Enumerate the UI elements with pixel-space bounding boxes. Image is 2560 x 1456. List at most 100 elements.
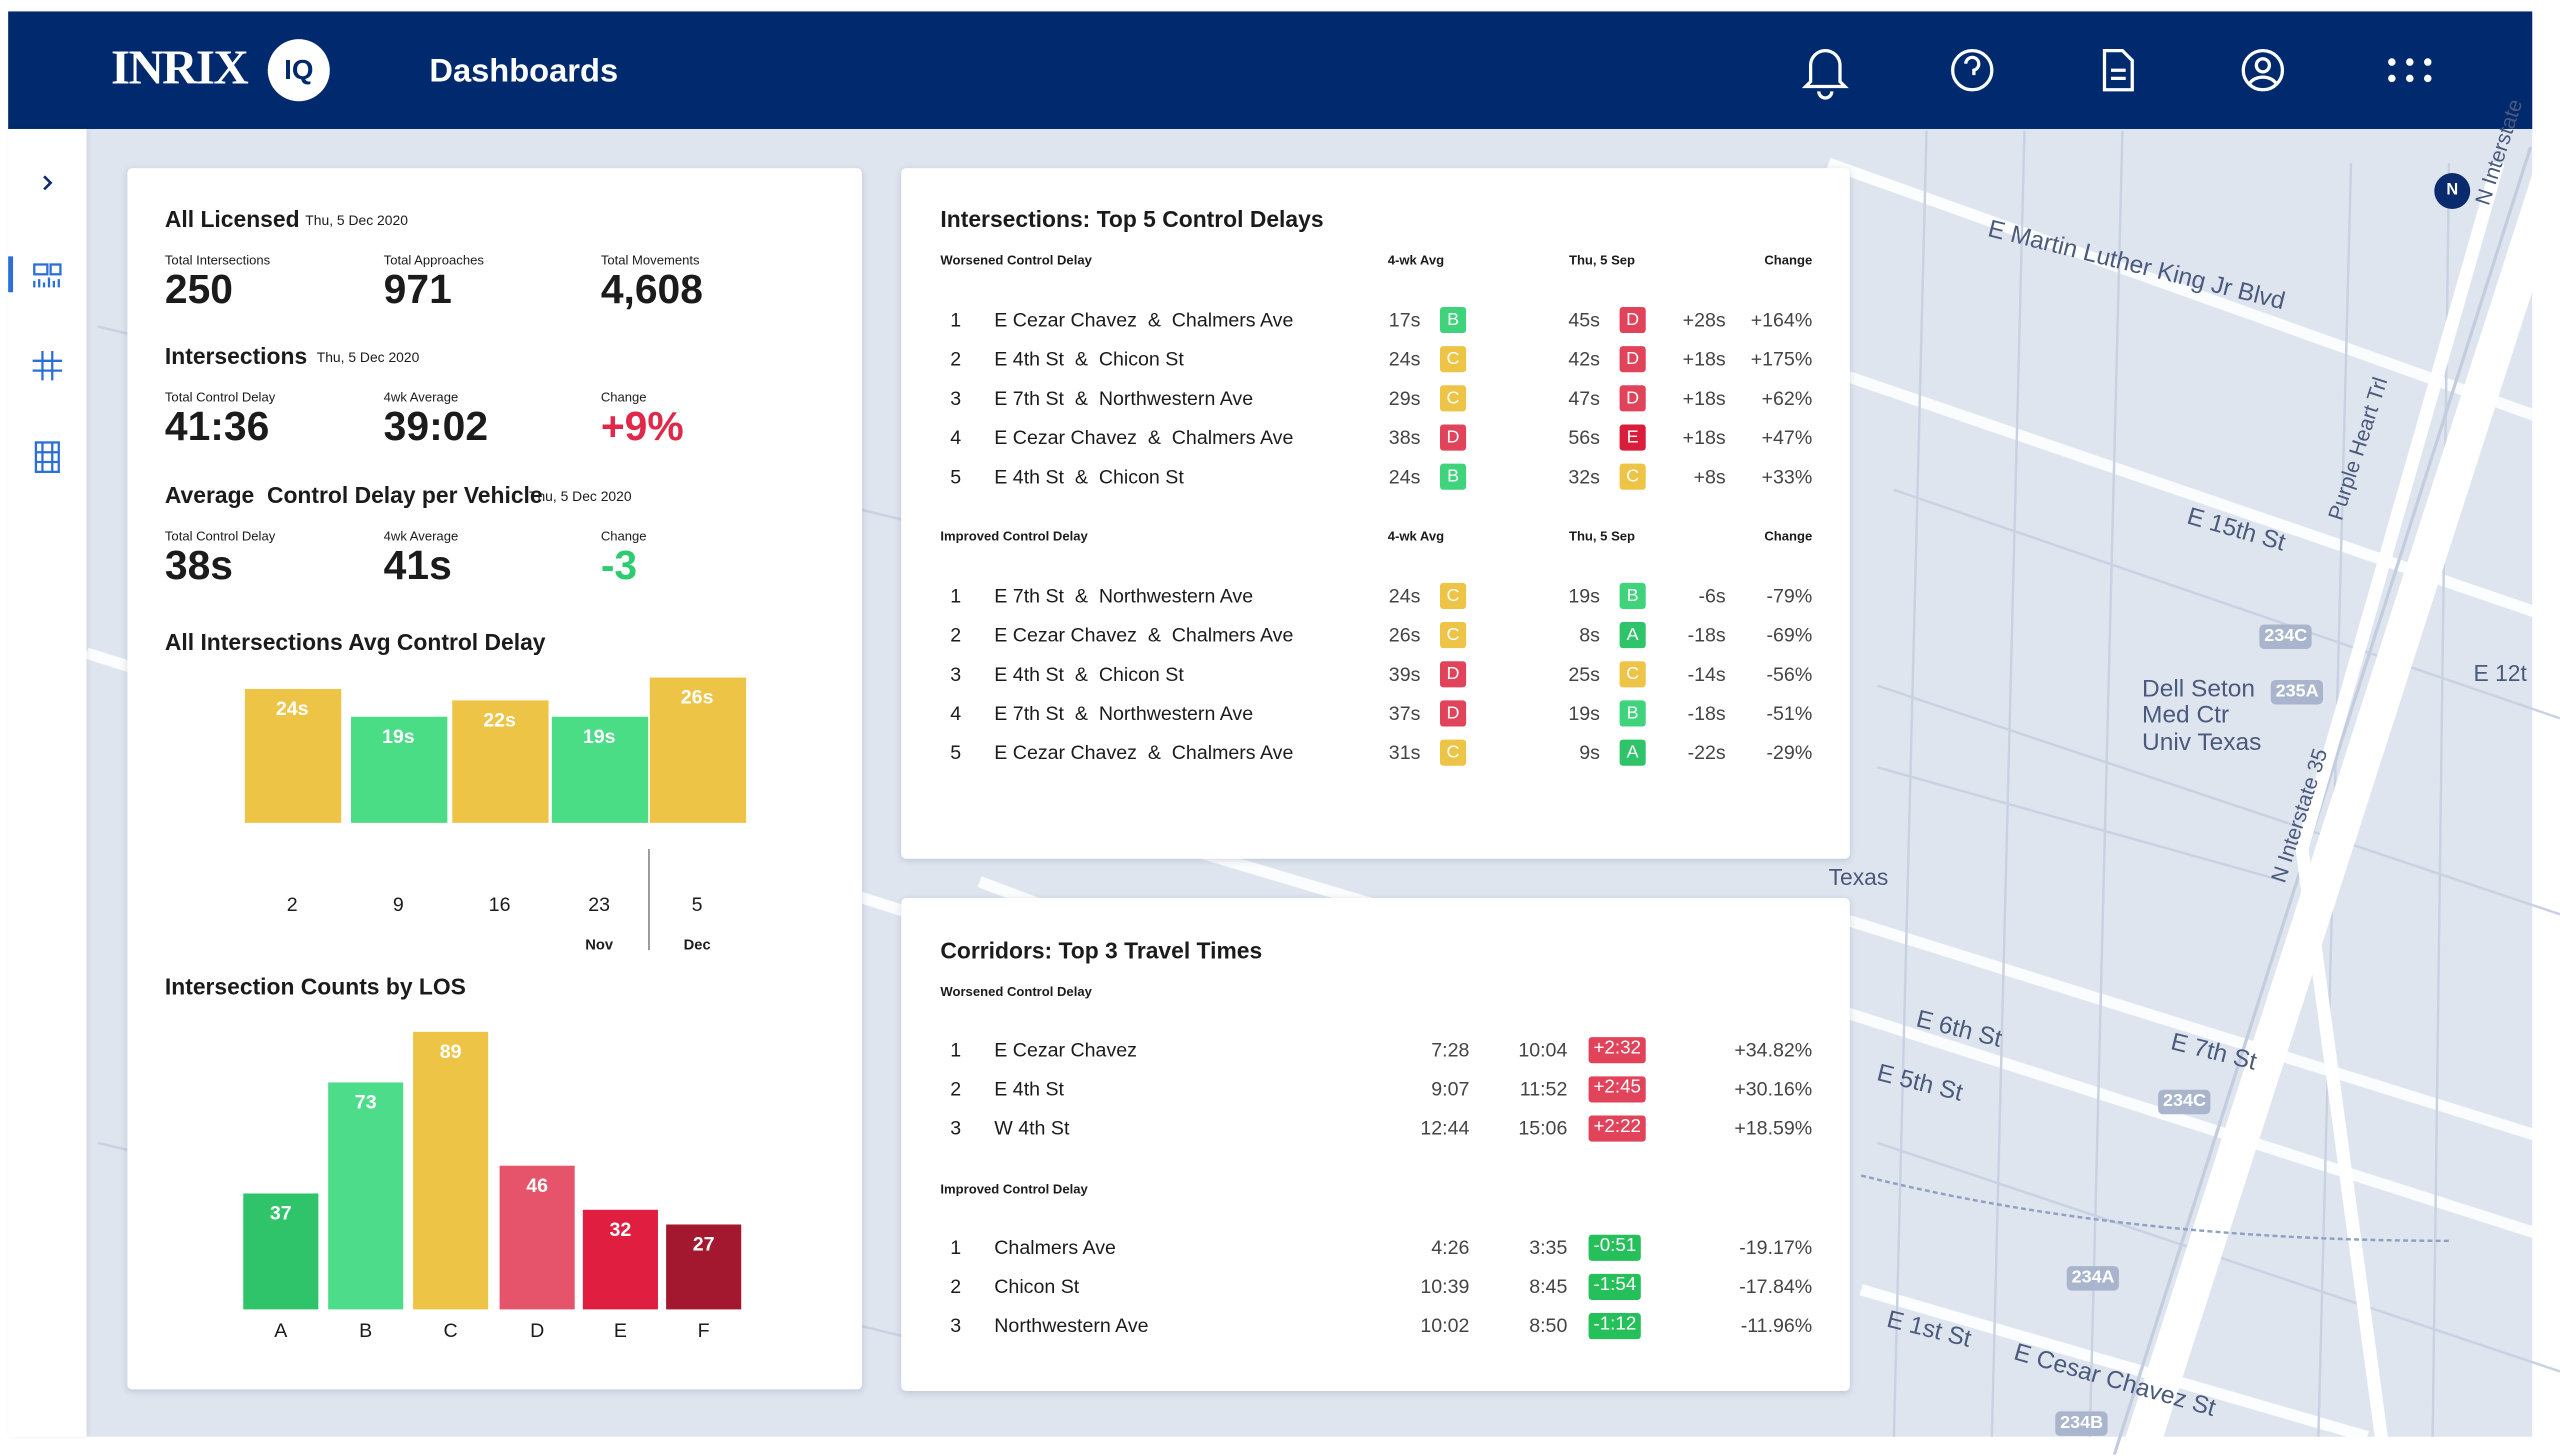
avg-delay: 39s bbox=[1388, 662, 1421, 686]
percent-change: -29% bbox=[1766, 741, 1813, 765]
highway-shield: 234B bbox=[2055, 1411, 2108, 1436]
day-delay: 25s bbox=[1568, 662, 1600, 686]
bar-value-label: 24s bbox=[275, 697, 309, 720]
bar-value-label: 19s bbox=[382, 724, 415, 748]
x-tick-label: B bbox=[359, 1319, 373, 1343]
grade-badge: A bbox=[1619, 622, 1646, 649]
stat-label: 4wk Average bbox=[383, 528, 459, 544]
stat-value: 250 bbox=[164, 266, 234, 313]
column-header: Change bbox=[1764, 253, 1813, 268]
x-tick-label: 23 bbox=[588, 893, 611, 916]
apps-icon[interactable] bbox=[2388, 58, 2432, 83]
stat-label: Total Movements bbox=[600, 253, 700, 268]
time-change: -1:12 bbox=[1588, 1313, 1642, 1339]
grade-badge: E bbox=[1619, 424, 1646, 451]
bar-value-label: 37 bbox=[269, 1202, 292, 1225]
column-header: Worsened Control Delay bbox=[940, 253, 1092, 268]
bar-value-label: 32 bbox=[609, 1217, 632, 1241]
section-header: Worsened Control Delay bbox=[940, 984, 1092, 1000]
header-icons bbox=[267, 39, 2432, 102]
section-header: Improved Control Delay bbox=[940, 1182, 1088, 1197]
stat-label: Change bbox=[600, 390, 647, 405]
map-label: Texas bbox=[1828, 863, 1889, 890]
corridors-nav[interactable] bbox=[34, 441, 60, 473]
rank: 2 bbox=[950, 347, 962, 371]
chart-title: All Intersections Avg Control Delay bbox=[164, 628, 546, 655]
sidebar bbox=[8, 128, 87, 1437]
bar-value-label: 26s bbox=[680, 686, 714, 709]
expand-button[interactable] bbox=[43, 175, 53, 191]
intersection-name: E Cezar Chavez & Chalmers Ave bbox=[994, 426, 1294, 449]
corridors-panel bbox=[901, 897, 1850, 1392]
x-tick-label: 5 bbox=[691, 893, 703, 916]
corridor-name: E Cezar Chavez bbox=[994, 1038, 1137, 1062]
rank: 3 bbox=[950, 1116, 962, 1140]
rank: 1 bbox=[950, 1038, 962, 1062]
time-change: +2:32 bbox=[1588, 1037, 1646, 1063]
grade-badge: B bbox=[1619, 700, 1646, 727]
time-change: -0:51 bbox=[1588, 1234, 1642, 1260]
percent-change: +18.59% bbox=[1734, 1116, 1813, 1140]
dashboard-nav[interactable] bbox=[33, 263, 62, 288]
x-tick-label: E bbox=[613, 1319, 627, 1343]
intersection-name: E 4th St & Chicon St bbox=[994, 465, 1184, 489]
day-delay: 47s bbox=[1568, 386, 1600, 410]
intersection-name: E Cezar Chavez & Chalmers Ave bbox=[994, 308, 1294, 332]
percent-change: +164% bbox=[1750, 308, 1813, 332]
logo: INRIX bbox=[111, 40, 249, 95]
intersections-nav[interactable] bbox=[32, 351, 63, 381]
grade-badge: A bbox=[1619, 739, 1646, 766]
x-group-label: Dec bbox=[683, 936, 711, 953]
x-tick-label: 16 bbox=[488, 893, 511, 916]
reports-icon[interactable] bbox=[2102, 48, 2134, 92]
column-header: Improved Control Delay bbox=[940, 528, 1088, 544]
stat-label: Change bbox=[600, 528, 647, 544]
rank: 3 bbox=[950, 1314, 962, 1338]
bar bbox=[244, 688, 341, 823]
section-title: Intersections bbox=[164, 342, 308, 369]
percent-change: +62% bbox=[1761, 386, 1813, 410]
grade-badge: C bbox=[1619, 661, 1646, 688]
grade-badge: C bbox=[1440, 582, 1467, 609]
account-icon[interactable] bbox=[2241, 48, 2285, 92]
notifications-icon[interactable] bbox=[1801, 49, 1849, 100]
rank: 5 bbox=[950, 465, 962, 489]
delay-change: +18s bbox=[1682, 386, 1726, 410]
rank: 1 bbox=[950, 1235, 962, 1259]
intersection-name: E 4th St & Chicon St bbox=[994, 347, 1184, 371]
bar bbox=[328, 1081, 404, 1310]
percent-change: +30.16% bbox=[1734, 1077, 1813, 1101]
percent-change: +175% bbox=[1750, 347, 1813, 371]
highway-shield: 234A bbox=[2066, 1266, 2120, 1291]
time-change: +2:45 bbox=[1588, 1076, 1646, 1102]
avg-delay: 29s bbox=[1388, 386, 1421, 410]
day-time: 3:35 bbox=[1529, 1235, 1568, 1259]
avg-time: 7:28 bbox=[1431, 1038, 1470, 1062]
delay-change: -22s bbox=[1687, 741, 1726, 765]
intersection-name: E 4th St & Chicon St bbox=[994, 662, 1184, 686]
avg-time: 9:07 bbox=[1431, 1077, 1470, 1101]
column-header: Thu, 5 Sep bbox=[1568, 528, 1636, 544]
rank: 4 bbox=[950, 426, 962, 449]
avg-time: 10:39 bbox=[1420, 1275, 1470, 1298]
intersection-name: E 7th St & Northwestern Ave bbox=[994, 702, 1254, 725]
help-icon[interactable] bbox=[1951, 48, 1994, 92]
corridor-name: E 4th St bbox=[994, 1077, 1065, 1101]
bar bbox=[350, 716, 447, 823]
stat-value: 4,608 bbox=[600, 266, 703, 313]
delay-change: -18s bbox=[1687, 623, 1726, 647]
grade-badge: D bbox=[1619, 346, 1646, 373]
percent-change: -79% bbox=[1766, 584, 1813, 608]
delay-change: -6s bbox=[1698, 584, 1726, 608]
rank: 2 bbox=[950, 623, 962, 647]
bar bbox=[551, 716, 648, 823]
avg-delay: 24s bbox=[1388, 584, 1421, 608]
x-tick-label: F bbox=[697, 1319, 710, 1343]
bar-value-label: 27 bbox=[692, 1233, 715, 1257]
stat-label: Total Control Delay bbox=[164, 390, 276, 405]
column-header: Change bbox=[1764, 528, 1813, 544]
x-tick-label: 2 bbox=[286, 893, 298, 916]
rank: 3 bbox=[950, 386, 962, 410]
month-divider bbox=[648, 848, 650, 951]
